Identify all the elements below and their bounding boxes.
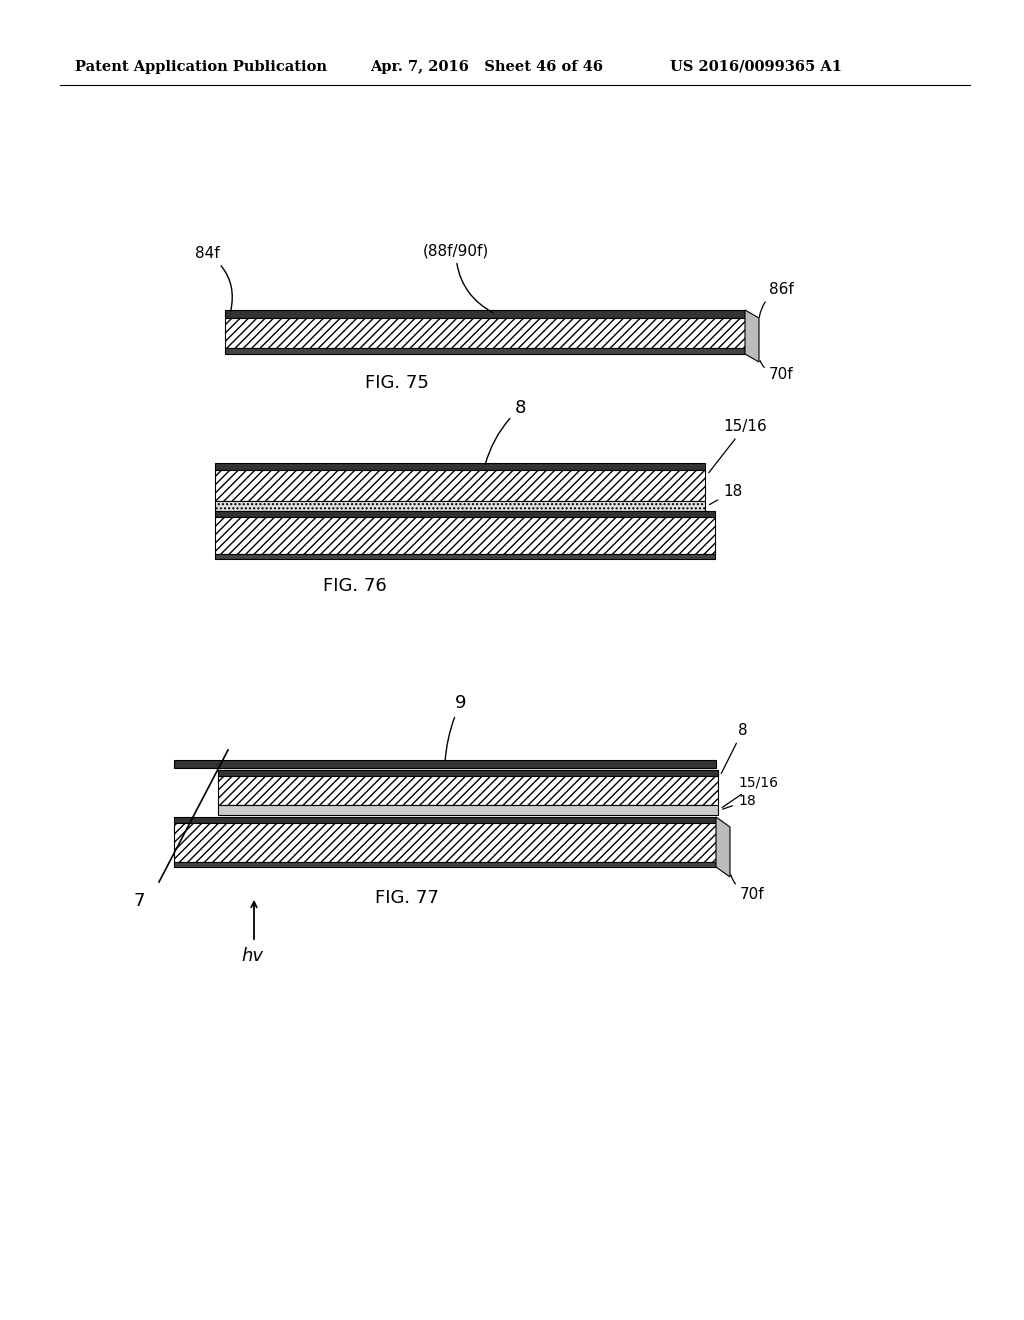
Polygon shape (716, 817, 730, 876)
Bar (218, 770, 718, 805)
Bar (174, 822, 716, 862)
Text: (88f/90f): (88f/90f) (423, 243, 493, 313)
Text: 8: 8 (721, 723, 748, 774)
Bar (215, 554, 715, 558)
Bar (174, 862, 716, 867)
Bar (174, 760, 716, 768)
Text: Patent Application Publication: Patent Application Publication (75, 59, 327, 74)
Text: 70f: 70f (731, 875, 765, 902)
Bar (215, 502, 705, 511)
Bar (218, 770, 718, 776)
Text: 8: 8 (485, 399, 526, 465)
Text: 15/16: 15/16 (709, 418, 767, 473)
Text: US 2016/0099365 A1: US 2016/0099365 A1 (670, 59, 842, 74)
Bar (225, 318, 745, 348)
Text: 18: 18 (710, 484, 742, 504)
Text: 7: 7 (133, 892, 144, 909)
Text: FIG. 77: FIG. 77 (375, 888, 439, 907)
Text: FIG. 76: FIG. 76 (324, 577, 387, 595)
Text: 9: 9 (445, 694, 467, 760)
Bar (225, 348, 745, 354)
Bar (225, 310, 745, 318)
Text: 70f: 70f (760, 360, 794, 381)
Text: hv: hv (241, 946, 263, 965)
Bar (218, 805, 718, 814)
Bar (215, 463, 705, 470)
Text: 86f: 86f (760, 282, 794, 317)
Text: Apr. 7, 2016   Sheet 46 of 46: Apr. 7, 2016 Sheet 46 of 46 (370, 59, 603, 74)
Bar (215, 511, 715, 517)
Text: 84f: 84f (195, 246, 232, 312)
Text: FIG. 75: FIG. 75 (365, 374, 428, 392)
Bar (215, 517, 715, 554)
Bar (215, 470, 705, 502)
Text: 18: 18 (723, 795, 756, 809)
Polygon shape (745, 310, 759, 362)
Text: 15/16: 15/16 (722, 776, 778, 808)
Bar (174, 817, 716, 822)
